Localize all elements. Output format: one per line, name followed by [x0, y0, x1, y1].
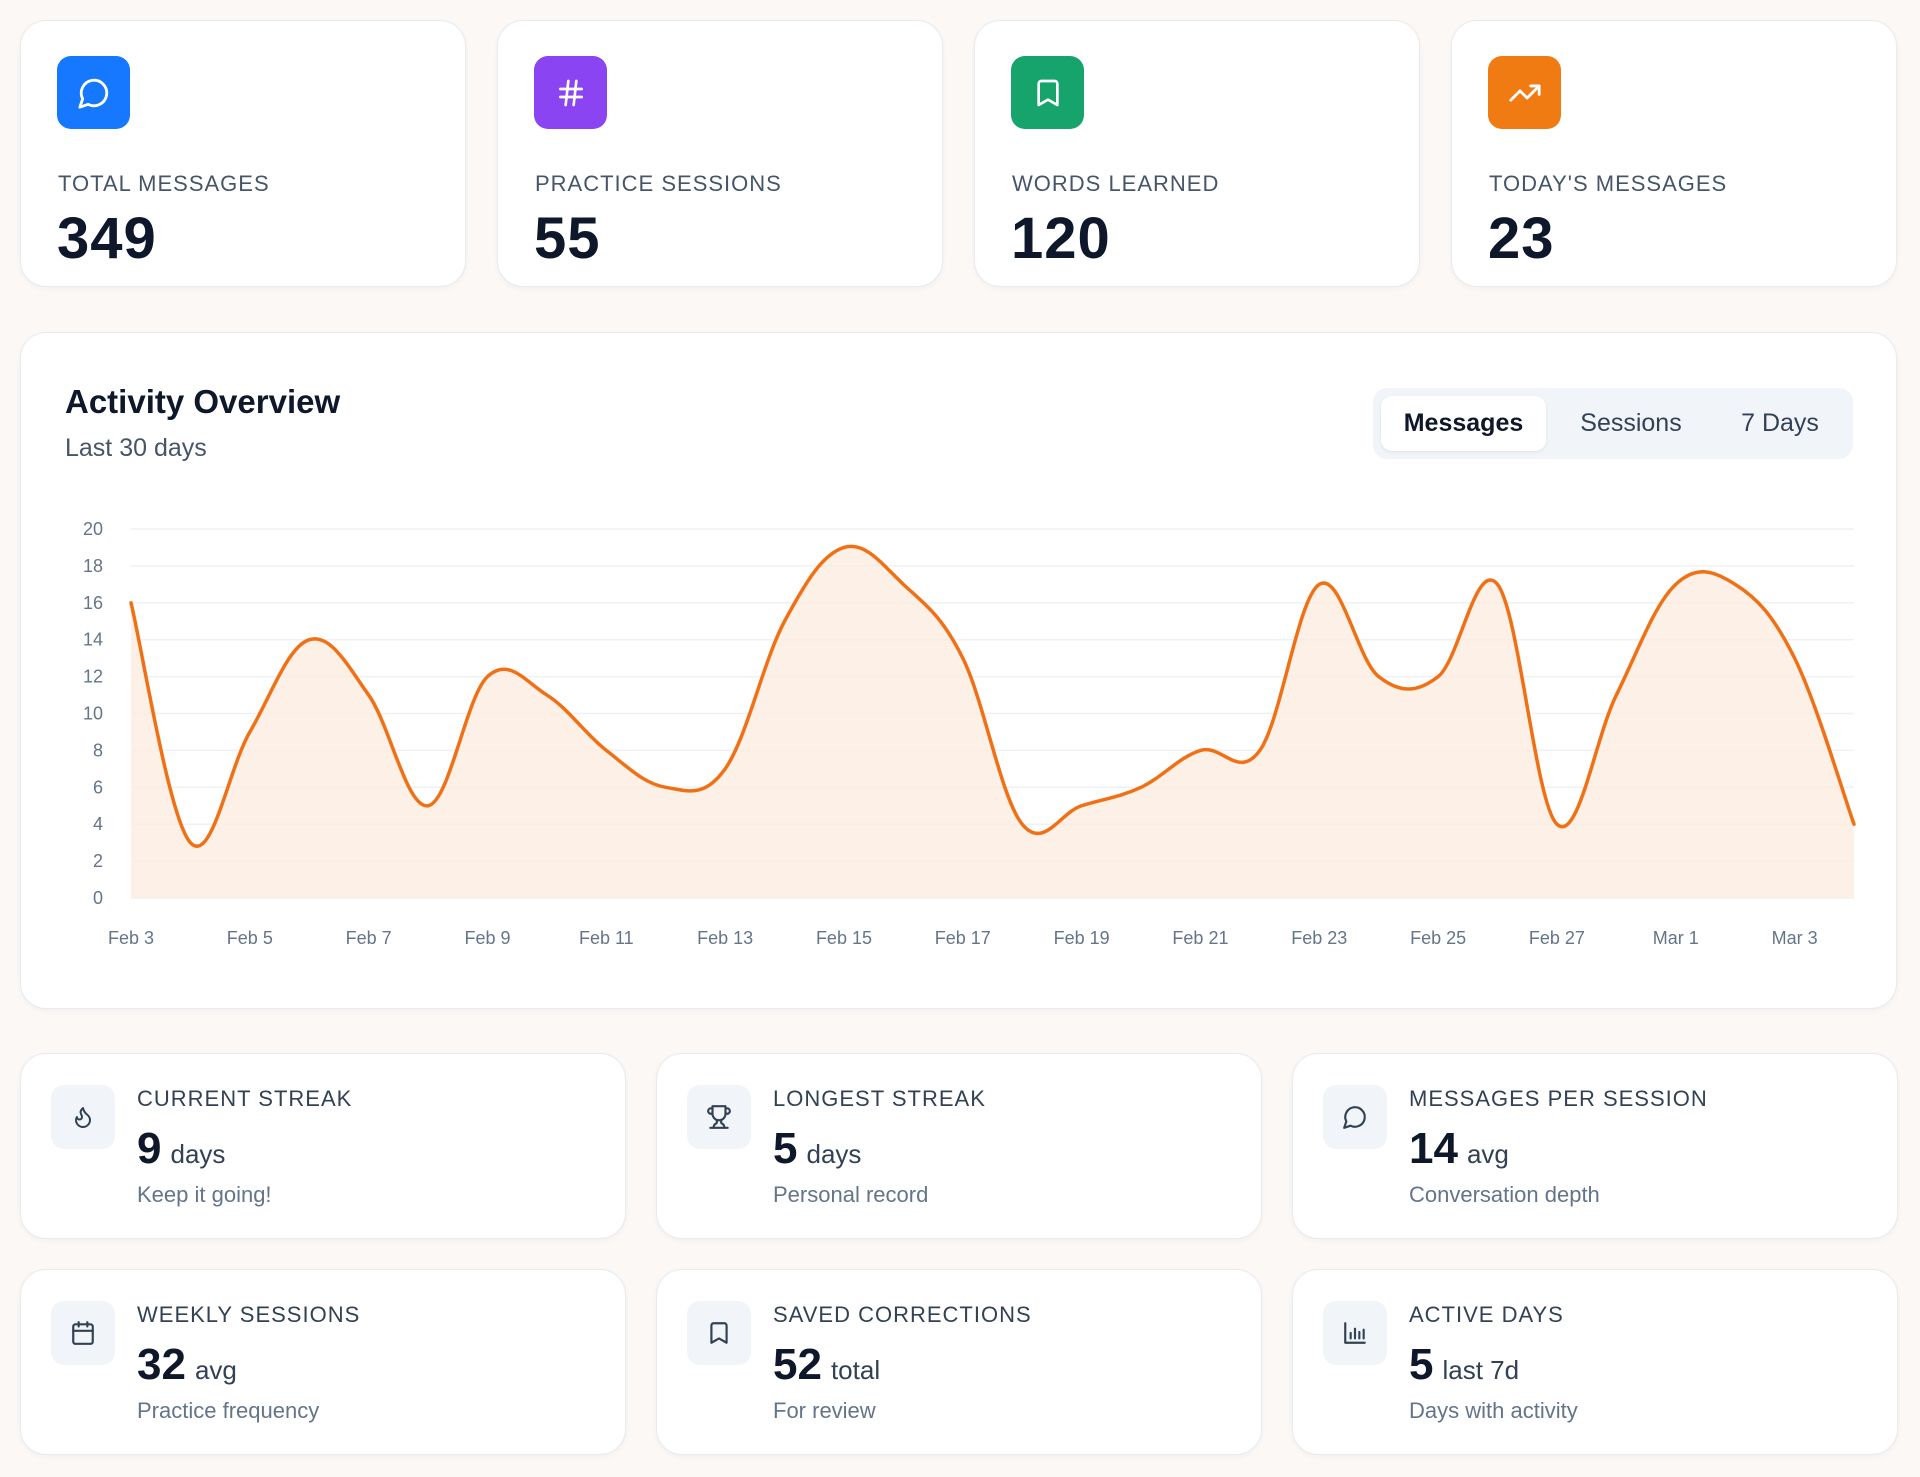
- y-tick-label: 10: [83, 704, 103, 724]
- metric-caption: Conversation depth: [1409, 1182, 1600, 1207]
- y-tick-label: 20: [83, 519, 103, 539]
- x-tick-label: Feb 11: [579, 928, 634, 948]
- metric-unit: avg: [194, 1355, 237, 1385]
- bookmark-icon: [687, 1301, 751, 1365]
- x-tick-label: Feb 3: [108, 928, 154, 948]
- metric-card-weekly-sessions: WEEKLY SESSIONS 32 avg Practice frequenc…: [20, 1269, 626, 1455]
- y-tick-label: 16: [83, 593, 103, 613]
- view-toggle: Messages Sessions 7 Days: [1373, 388, 1853, 459]
- stat-card-todays-messages: TODAY'S MESSAGES 23: [1451, 20, 1897, 287]
- activity-line-chart: 0 2 4 6 8 10 12 14 16 18 20 Feb 3 Feb 5 Feb 7 Feb 9 Feb…: [83, 519, 1856, 948]
- y-tick-label: 4: [93, 814, 103, 834]
- x-tick-label: Feb 5: [227, 928, 273, 948]
- metric-value-row: 9 days: [137, 1124, 225, 1174]
- metric-caption: Keep it going!: [137, 1182, 272, 1207]
- metric-card-saved-corrections: SAVED CORRECTIONS 52 total For review: [656, 1269, 1262, 1455]
- y-tick-label: 2: [93, 851, 103, 871]
- bookmark-icon: [1011, 56, 1084, 129]
- x-tick-label: Mar 1: [1653, 928, 1699, 948]
- stat-label: TOTAL MESSAGES: [58, 171, 270, 196]
- x-tick-label: Feb 13: [697, 928, 753, 948]
- x-tick-label: Feb 9: [464, 928, 510, 948]
- metric-value: 5: [773, 1124, 798, 1173]
- tab-7-days[interactable]: 7 Days: [1741, 409, 1819, 437]
- metric-unit: last 7d: [1442, 1355, 1520, 1385]
- chart-subtitle: Last 30 days: [65, 434, 207, 462]
- hash-icon: [534, 56, 607, 129]
- metric-card-current-streak: CURRENT STREAK 9 days Keep it going!: [20, 1053, 626, 1239]
- stat-card-practice-sessions: PRACTICE SESSIONS 55: [497, 20, 943, 287]
- y-tick-label: 14: [83, 630, 103, 650]
- y-tick-label: 6: [93, 777, 103, 797]
- metric-value-row: 5 days: [773, 1124, 861, 1174]
- metric-label: ACTIVE DAYS: [1409, 1302, 1564, 1327]
- stat-label: TODAY'S MESSAGES: [1489, 171, 1728, 196]
- metric-value: 5: [1409, 1340, 1434, 1389]
- area-fill: [131, 546, 1854, 898]
- y-tick-label: 12: [83, 667, 103, 687]
- metric-label: WEEKLY SESSIONS: [137, 1302, 361, 1327]
- stat-value: 349: [57, 206, 157, 271]
- bar-chart-icon: [1323, 1301, 1387, 1365]
- x-tick-label: Feb 21: [1172, 928, 1228, 948]
- tab-messages[interactable]: Messages: [1381, 396, 1546, 451]
- series-line: [129, 544, 1856, 848]
- metric-card-messages-per-session: MESSAGES PER SESSION 14 avg Conversation…: [1292, 1053, 1898, 1239]
- stat-label: PRACTICE SESSIONS: [535, 171, 782, 196]
- metric-value-row: 52 total: [773, 1340, 880, 1390]
- x-tick-label: Feb 19: [1054, 928, 1110, 948]
- metric-unit: avg: [1466, 1139, 1509, 1169]
- chat-bubble-icon: [57, 56, 130, 129]
- activity-overview-card: Activity Overview Last 30 days Messages …: [20, 332, 1897, 1009]
- metric-caption: Days with activity: [1409, 1398, 1578, 1423]
- metric-unit: total: [830, 1355, 881, 1385]
- metric-value-row: 14 avg: [1409, 1124, 1509, 1174]
- metric-value-row: 5 last 7d: [1409, 1340, 1519, 1390]
- metric-label: LONGEST STREAK: [773, 1086, 986, 1111]
- chat-bubble-icon: [1323, 1085, 1387, 1149]
- metric-value: 9: [137, 1124, 162, 1173]
- y-tick-label: 8: [93, 740, 103, 760]
- metric-value: 52: [773, 1340, 822, 1389]
- x-tick-label: Mar 3: [1772, 928, 1818, 948]
- stat-value: 55: [534, 206, 601, 271]
- metric-label: CURRENT STREAK: [137, 1086, 353, 1111]
- x-tick-label: Feb 7: [346, 928, 392, 948]
- metric-caption: Personal record: [773, 1182, 929, 1207]
- x-tick-label: Feb 15: [816, 928, 872, 948]
- metric-label: SAVED CORRECTIONS: [773, 1302, 1032, 1327]
- x-tick-label: Feb 25: [1410, 928, 1466, 948]
- metric-label: MESSAGES PER SESSION: [1409, 1086, 1708, 1111]
- trophy-icon: [687, 1085, 751, 1149]
- stat-value: 120: [1011, 206, 1111, 271]
- metric-value-row: 32 avg: [137, 1340, 237, 1390]
- stat-card-words-learned: WORDS LEARNED 120: [974, 20, 1420, 287]
- metric-unit: days: [170, 1139, 226, 1169]
- metric-card-active-days: ACTIVE DAYS 5 last 7d Days with activity: [1292, 1269, 1898, 1455]
- stat-label: WORDS LEARNED: [1012, 171, 1220, 196]
- tab-sessions[interactable]: Sessions: [1580, 409, 1682, 437]
- stat-card-total-messages: TOTAL MESSAGES 349: [20, 20, 466, 287]
- x-tick-label: Feb 23: [1291, 928, 1347, 948]
- metric-value: 32: [137, 1340, 186, 1389]
- y-tick-label: 18: [83, 556, 103, 576]
- metric-unit: days: [806, 1139, 862, 1169]
- flame-icon: [51, 1085, 115, 1149]
- metric-caption: Practice frequency: [137, 1398, 320, 1423]
- y-tick-label: 0: [93, 888, 103, 908]
- metric-value: 14: [1409, 1124, 1458, 1173]
- stat-value: 23: [1488, 206, 1555, 271]
- calendar-icon: [51, 1301, 115, 1365]
- metric-card-longest-streak: LONGEST STREAK 5 days Personal record: [656, 1053, 1262, 1239]
- chart-title: Activity Overview: [65, 383, 341, 420]
- metric-caption: For review: [773, 1398, 876, 1423]
- trending-up-icon: [1488, 56, 1561, 129]
- x-tick-label: Feb 17: [935, 928, 991, 948]
- x-tick-label: Feb 27: [1529, 928, 1585, 948]
